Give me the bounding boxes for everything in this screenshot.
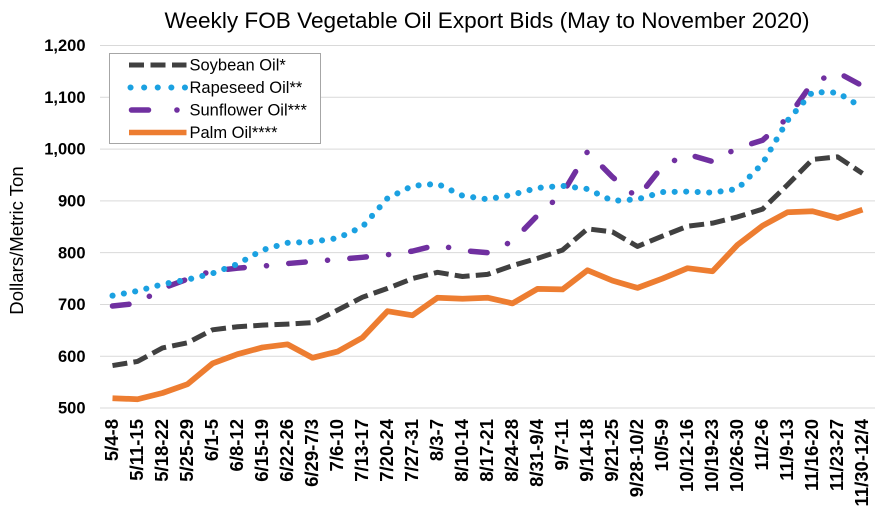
svg-text:10/19-23: 10/19-23: [701, 419, 722, 492]
svg-text:Soybean Oil*: Soybean Oil*: [190, 57, 287, 75]
svg-text:6/8-12: 6/8-12: [226, 419, 247, 471]
svg-text:10/12-16: 10/12-16: [676, 419, 697, 492]
svg-text:9/7-11: 9/7-11: [551, 419, 572, 470]
svg-text:800: 800: [58, 244, 86, 262]
svg-text:Palm Oil****: Palm Oil****: [190, 124, 279, 142]
svg-text:8/31-9/4: 8/31-9/4: [526, 418, 547, 487]
svg-text:600: 600: [58, 348, 86, 366]
svg-text:7/20-24: 7/20-24: [376, 418, 397, 481]
svg-text:1,200: 1,200: [44, 37, 85, 55]
svg-text:7/6-10: 7/6-10: [326, 419, 347, 471]
svg-text:5/18-22: 5/18-22: [151, 419, 172, 482]
svg-text:9/28-10/2: 9/28-10/2: [626, 419, 647, 497]
svg-text:1,000: 1,000: [44, 141, 85, 159]
svg-text:7/27-31: 7/27-31: [401, 419, 422, 482]
svg-text:6/29-7/3: 6/29-7/3: [301, 419, 322, 487]
svg-text:10/26-30: 10/26-30: [726, 419, 747, 492]
svg-text:8/17-21: 8/17-21: [476, 419, 497, 482]
svg-text:6/22-26: 6/22-26: [276, 419, 297, 482]
svg-text:10/5-9: 10/5-9: [651, 419, 672, 471]
svg-text:9/21-25: 9/21-25: [601, 419, 622, 482]
svg-text:Rapeseed Oil**: Rapeseed Oil**: [190, 79, 303, 97]
svg-text:1,100: 1,100: [44, 89, 85, 107]
svg-text:Dollars/Metric Ton: Dollars/Metric Ton: [6, 166, 27, 314]
svg-text:11/9-13: 11/9-13: [776, 419, 797, 481]
svg-text:Weekly FOB Vegetable Oil Expor: Weekly FOB Vegetable Oil Export Bids (Ma…: [164, 8, 809, 33]
svg-text:11/23-27: 11/23-27: [826, 419, 847, 491]
svg-text:9/14-18: 9/14-18: [576, 419, 597, 482]
svg-text:8/10-14: 8/10-14: [451, 418, 472, 481]
svg-text:5/25-29: 5/25-29: [176, 419, 197, 482]
svg-text:11/30-12/4: 11/30-12/4: [851, 418, 872, 506]
svg-text:700: 700: [58, 296, 86, 314]
svg-text:11/2-6: 11/2-6: [751, 419, 772, 470]
svg-text:5/11-15: 5/11-15: [126, 419, 147, 481]
svg-text:Sunflower Oil***: Sunflower Oil***: [190, 102, 308, 120]
svg-text:6/15-19: 6/15-19: [251, 419, 272, 482]
svg-text:7/13-17: 7/13-17: [351, 419, 372, 482]
svg-text:8/3-7: 8/3-7: [426, 419, 447, 461]
svg-text:11/16-20: 11/16-20: [801, 419, 822, 491]
svg-text:900: 900: [58, 192, 86, 210]
svg-text:6/1-5: 6/1-5: [201, 419, 222, 461]
svg-text:500: 500: [58, 400, 86, 418]
svg-text:8/24-28: 8/24-28: [501, 419, 522, 482]
svg-text:5/4-8: 5/4-8: [101, 419, 122, 461]
